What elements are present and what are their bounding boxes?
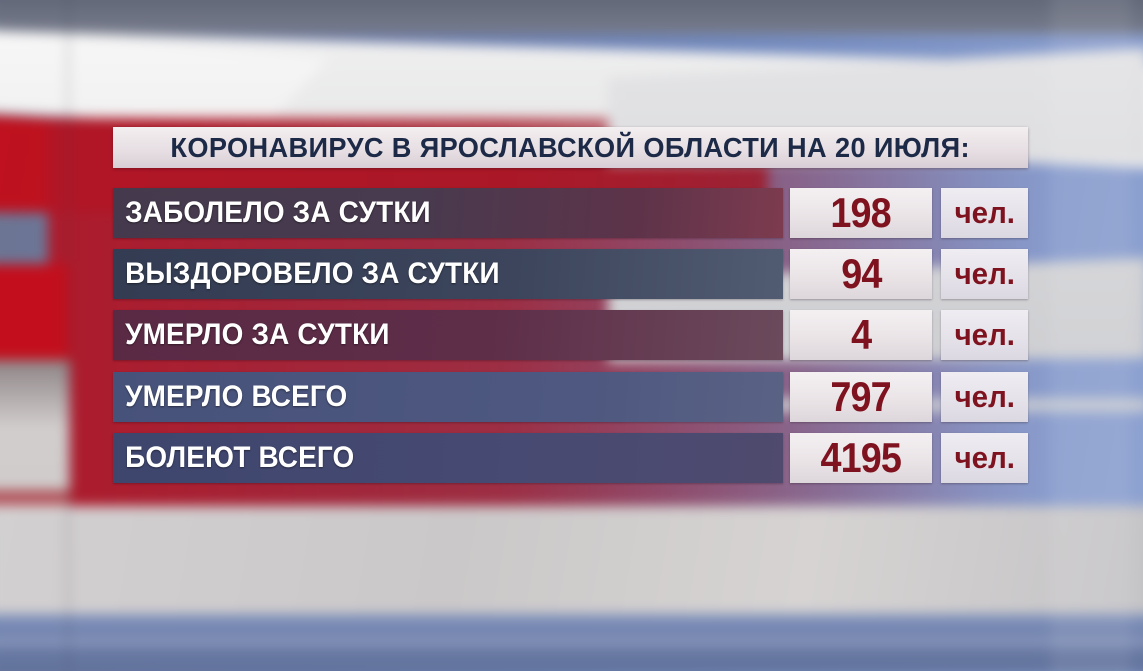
table-row: ЗАБОЛЕЛО ЗА СУТКИ 198 чел.	[113, 188, 1028, 238]
row-value: 198	[830, 189, 892, 236]
bg-bottom-light-line	[0, 640, 1143, 644]
bg-left-light-area	[0, 360, 70, 512]
row-label: УМЕРЛО ВСЕГО	[125, 380, 348, 413]
row-unit-box: чел.	[941, 433, 1028, 483]
row-label: ВЫЗДОРОВЕЛО ЗА СУТКИ	[125, 257, 500, 290]
row-unit: чел.	[954, 317, 1015, 352]
bg-bottom-light-area	[0, 506, 1143, 618]
row-unit-box: чел.	[941, 249, 1028, 299]
row-value: 4	[850, 311, 872, 358]
row-unit: чел.	[954, 256, 1015, 291]
bg-red-block-left	[0, 264, 70, 360]
row-label-bar: ВЫЗДОРОВЕЛО ЗА СУТКИ	[113, 249, 783, 299]
bg-top-dark-strip	[0, 0, 1143, 34]
row-unit: чел.	[954, 440, 1015, 475]
bg-red-thin-line-1	[0, 491, 70, 496]
row-label-bar: ЗАБОЛЕЛО ЗА СУТКИ	[113, 188, 783, 238]
row-value: 797	[830, 373, 892, 420]
row-value-box: 94	[790, 249, 932, 299]
row-label: ЗАБОЛЕЛО ЗА СУТКИ	[125, 196, 431, 229]
row-label: УМЕРЛО ЗА СУТКИ	[125, 318, 390, 351]
row-unit: чел.	[954, 195, 1015, 230]
row-label-bar: УМЕРЛО ЗА СУТКИ	[113, 310, 783, 360]
row-value: 4195	[820, 434, 902, 481]
panel-title-bar: КОРОНАВИРУС В ЯРОСЛАВСКОЙ ОБЛАСТИ НА 20 …	[113, 127, 1028, 168]
row-value-box: 4	[790, 310, 932, 360]
row-value-box: 198	[790, 188, 932, 238]
bg-red-thin-line-2	[0, 499, 70, 504]
row-label-bar: БОЛЕЮТ ВСЕГО	[113, 433, 783, 483]
row-value-box: 4195	[790, 433, 932, 483]
row-unit-box: чел.	[941, 372, 1028, 422]
table-row: БОЛЕЮТ ВСЕГО 4195 чел.	[113, 433, 1028, 483]
row-label-bar: УМЕРЛО ВСЕГО	[113, 372, 783, 422]
bg-seam-right	[1051, 0, 1131, 671]
row-unit-box: чел.	[941, 310, 1028, 360]
row-label: БОЛЕЮТ ВСЕГО	[125, 441, 355, 474]
row-value: 94	[840, 250, 882, 297]
table-row: УМЕРЛО ВСЕГО 797 чел.	[113, 372, 1028, 422]
row-unit: чел.	[954, 379, 1015, 414]
row-unit-box: чел.	[941, 188, 1028, 238]
table-row: ВЫЗДОРОВЕЛО ЗА СУТКИ 94 чел.	[113, 249, 1028, 299]
row-value-box: 797	[790, 372, 932, 422]
panel-title: КОРОНАВИРУС В ЯРОСЛАВСКОЙ ОБЛАСТИ НА 20 …	[170, 131, 971, 163]
bg-seam-left	[66, 0, 70, 671]
table-row: УМЕРЛО ЗА СУТКИ 4 чел.	[113, 310, 1028, 360]
